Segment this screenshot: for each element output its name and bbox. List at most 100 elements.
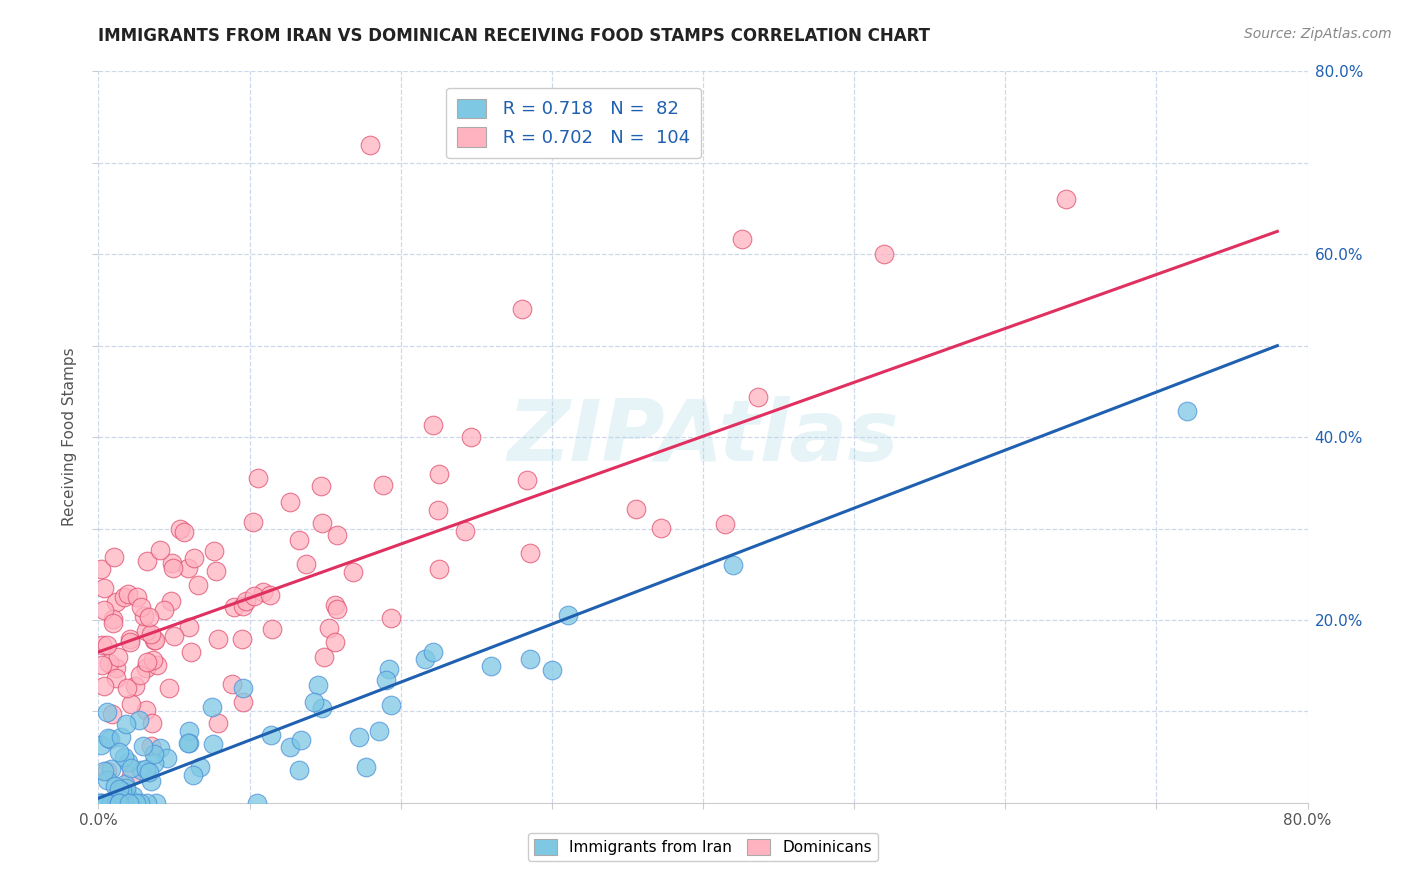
- Point: [110, 731, 132, 745]
- Point: [129, 599, 152, 614]
- Point: [180, 645, 202, 659]
- Point: [100, 796, 122, 810]
- Point: [714, 517, 737, 532]
- Point: [157, 681, 180, 695]
- Point: [159, 594, 181, 608]
- Point: [231, 632, 253, 647]
- Point: [114, 789, 136, 803]
- Point: [246, 796, 269, 810]
- Point: [201, 737, 224, 751]
- Point: [373, 477, 395, 491]
- Point: [177, 736, 200, 750]
- Point: [232, 695, 254, 709]
- Point: [307, 678, 329, 692]
- Point: [259, 588, 281, 602]
- Point: [187, 577, 209, 591]
- Point: [117, 681, 139, 695]
- Point: [120, 769, 142, 783]
- Point: [246, 470, 269, 484]
- Point: [360, 137, 382, 152]
- Point: [242, 515, 264, 529]
- Point: [183, 551, 205, 566]
- Point: [93, 679, 115, 693]
- Point: [90, 796, 112, 810]
- Point: [377, 662, 399, 676]
- Point: [114, 777, 136, 791]
- Point: [108, 796, 131, 810]
- Point: [135, 762, 157, 776]
- Point: [125, 796, 148, 810]
- Point: [519, 651, 541, 665]
- Point: [232, 599, 254, 614]
- Point: [626, 501, 648, 516]
- Point: [134, 608, 156, 623]
- Point: [105, 671, 128, 685]
- Point: [280, 495, 302, 509]
- Point: [311, 700, 333, 714]
- Point: [93, 764, 115, 779]
- Point: [110, 796, 132, 810]
- Point: [141, 715, 163, 730]
- Point: [235, 594, 257, 608]
- Point: [325, 528, 347, 542]
- Point: [145, 796, 167, 810]
- Point: [138, 610, 160, 624]
- Point: [262, 622, 284, 636]
- Point: [368, 724, 391, 739]
- Point: [354, 760, 377, 774]
- Point: [160, 557, 183, 571]
- Point: [122, 789, 145, 803]
- Point: [115, 780, 138, 795]
- Point: [96, 764, 118, 778]
- Point: [115, 716, 138, 731]
- Point: [873, 247, 896, 261]
- Point: [104, 779, 127, 793]
- Point: [426, 503, 449, 517]
- Point: [318, 621, 340, 635]
- Point: [422, 417, 444, 432]
- Point: [278, 740, 301, 755]
- Point: [731, 232, 754, 246]
- Point: [120, 761, 142, 775]
- Point: [304, 695, 326, 709]
- Point: [427, 562, 450, 576]
- Point: [135, 703, 157, 717]
- Point: [260, 728, 283, 742]
- Point: [101, 615, 124, 630]
- Point: [138, 764, 160, 779]
- Point: [222, 599, 245, 614]
- Point: [201, 700, 224, 714]
- Point: [90, 738, 112, 752]
- Point: [146, 657, 169, 672]
- Point: [169, 523, 191, 537]
- Point: [90, 562, 112, 576]
- Point: [118, 635, 141, 649]
- Point: [294, 557, 316, 571]
- Point: [89, 796, 111, 810]
- Point: [100, 763, 122, 777]
- Point: [454, 524, 477, 538]
- Point: [177, 619, 200, 633]
- Point: [148, 543, 170, 558]
- Point: [120, 632, 142, 647]
- Point: [107, 785, 129, 799]
- Point: [650, 521, 672, 535]
- Point: [139, 773, 162, 788]
- Point: [163, 629, 186, 643]
- Point: [118, 796, 141, 810]
- Point: [136, 554, 159, 568]
- Point: [139, 627, 162, 641]
- Point: [97, 731, 120, 746]
- Point: [221, 677, 243, 691]
- Point: [112, 590, 135, 604]
- Point: [162, 560, 184, 574]
- Point: [481, 659, 503, 673]
- Point: [129, 796, 152, 810]
- Point: [312, 650, 335, 665]
- Point: [105, 661, 128, 675]
- Point: [311, 516, 333, 531]
- Point: [181, 768, 204, 782]
- Point: [349, 731, 371, 745]
- Legend: Immigrants from Iran, Dominicans: Immigrants from Iran, Dominicans: [527, 833, 879, 861]
- Point: [136, 655, 159, 669]
